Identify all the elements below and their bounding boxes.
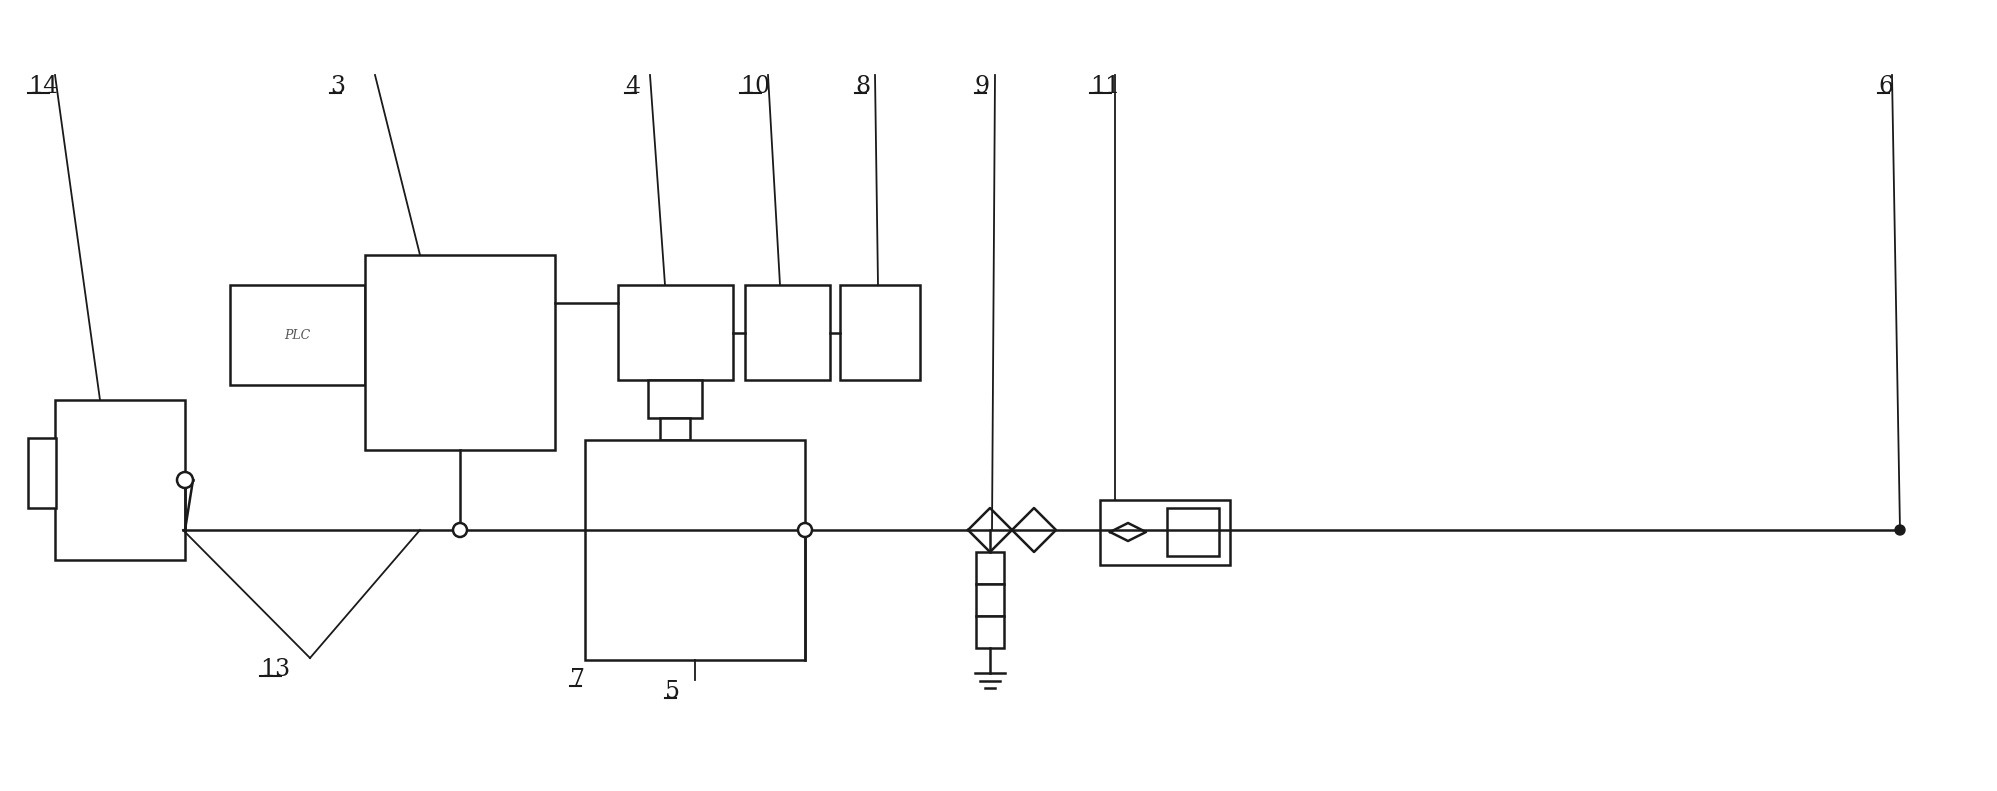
Bar [841,285,921,380]
Bar [977,584,1004,616]
Text: PLC: PLC [284,328,310,342]
Circle shape [453,523,467,537]
Circle shape [178,472,194,488]
Text: 9: 9 [975,75,991,98]
Text: 11: 11 [1090,75,1120,98]
Text: 10: 10 [741,75,771,98]
Text: 6: 6 [1877,75,1893,98]
Bar [585,440,805,660]
Text: 14: 14 [28,75,58,98]
Bar [365,255,555,450]
Bar [28,438,56,508]
Bar [1100,500,1230,565]
Bar [230,285,365,385]
Text: 13: 13 [260,658,290,681]
Bar [647,380,703,418]
Bar [745,285,831,380]
Bar [659,418,691,440]
Bar [977,552,1004,584]
Bar [977,616,1004,648]
Bar [617,285,733,380]
Bar [1166,508,1218,556]
Circle shape [1895,525,1905,535]
Text: 3: 3 [330,75,345,98]
Text: 8: 8 [855,75,871,98]
Circle shape [799,523,813,537]
Text: 5: 5 [665,680,681,703]
Text: 4: 4 [625,75,641,98]
Text: 7: 7 [569,668,585,691]
Bar [56,400,186,560]
